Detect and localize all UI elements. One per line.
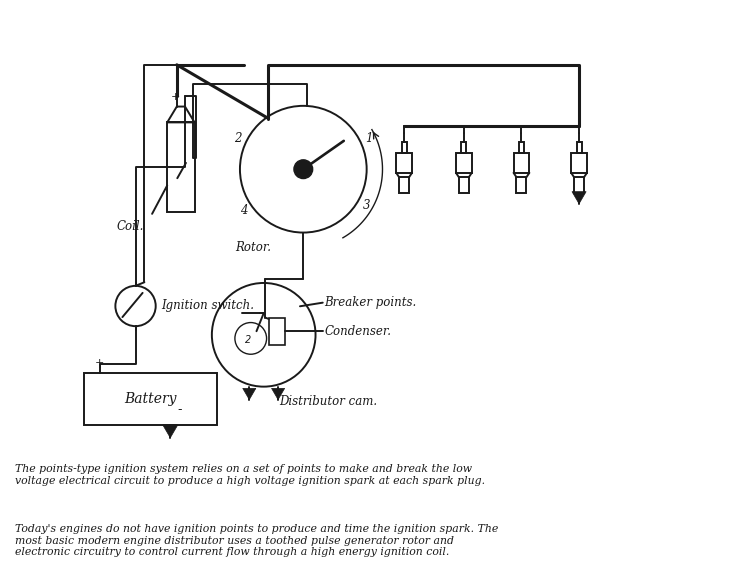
Text: 4: 4 [240, 204, 247, 217]
Text: Ignition switch.: Ignition switch. [161, 300, 254, 313]
Bar [399, 177, 409, 193]
Text: 2: 2 [233, 132, 241, 145]
Bar [513, 153, 529, 173]
Bar [459, 177, 469, 193]
Bar [577, 142, 582, 153]
Text: +: + [171, 92, 180, 101]
Polygon shape [243, 388, 256, 400]
Bar [461, 142, 467, 153]
Text: 3: 3 [362, 199, 370, 212]
Text: Battery: Battery [124, 392, 176, 406]
Text: 1: 1 [365, 132, 373, 145]
Text: -: - [177, 403, 182, 416]
Bar [571, 153, 587, 173]
Text: Distributor cam.: Distributor cam. [279, 395, 378, 408]
Bar [519, 142, 524, 153]
Text: 2: 2 [245, 335, 251, 345]
Polygon shape [572, 192, 586, 204]
Text: The points-type ignition system relies on a set of points to make and break the : The points-type ignition system relies o… [15, 464, 486, 486]
Bar [574, 177, 584, 193]
Text: +: + [95, 358, 104, 368]
Text: Rotor.: Rotor. [235, 241, 272, 254]
Text: -: - [184, 92, 188, 101]
Circle shape [294, 160, 313, 179]
Bar [269, 317, 284, 345]
Bar [402, 142, 407, 153]
Bar [516, 177, 526, 193]
Text: Coil.: Coil. [116, 219, 144, 233]
Bar [84, 373, 217, 425]
Text: Condenser.: Condenser. [324, 325, 391, 338]
Text: Breaker points.: Breaker points. [324, 296, 416, 309]
Bar [456, 153, 472, 173]
Bar [396, 153, 412, 173]
Polygon shape [271, 388, 284, 400]
Bar [167, 123, 195, 213]
Polygon shape [163, 425, 178, 438]
Text: Today's engines do not have ignition points to produce and time the ignition spa: Today's engines do not have ignition poi… [15, 524, 499, 558]
